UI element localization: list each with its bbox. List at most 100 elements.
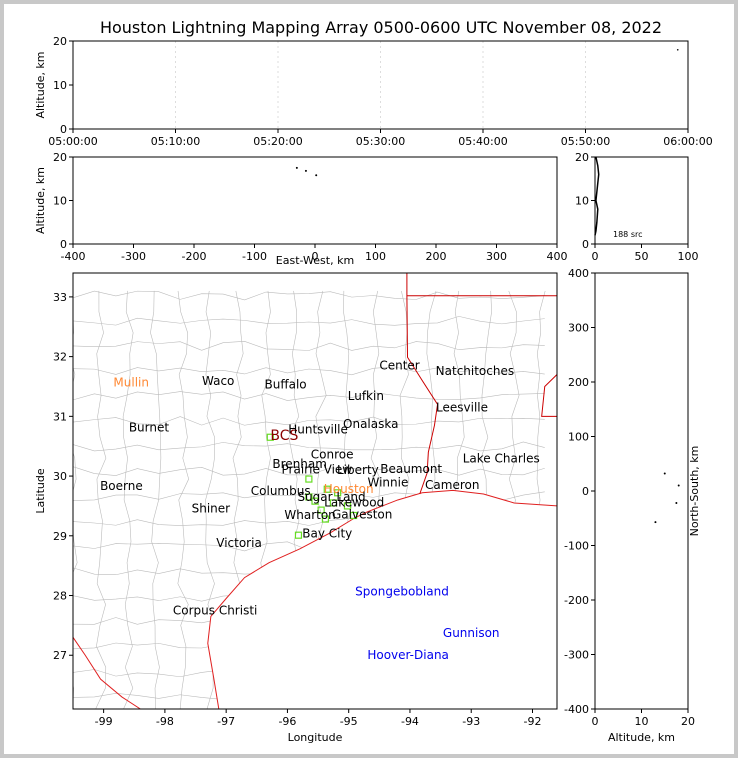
state-border-tx-la: [406, 273, 439, 495]
rio-grande-border: [73, 637, 141, 709]
city-label: Boerne: [100, 479, 143, 493]
plan-ytick-label: 29: [53, 530, 67, 543]
ns-source-point: [663, 472, 666, 475]
lma-figure: Houston Lightning Mapping Array 0500-060…: [34, 18, 713, 744]
county-boundary: [122, 290, 134, 709]
altitude-histogram-panel: 0 50 100 0 10 20 188 src: [575, 151, 699, 263]
ew-xtick-label: -300: [121, 250, 146, 263]
hist-profile-line: [594, 156, 600, 236]
th-xtick-label: 05:00:00: [48, 135, 97, 148]
lma-station-marker: [266, 433, 274, 441]
city-label: Beaumont: [380, 462, 442, 476]
city-label: Lufkin: [348, 389, 384, 403]
ns-ytick-label: 400: [568, 267, 589, 280]
ns-source-point: [675, 501, 678, 504]
plan-ytick-label: 31: [53, 410, 67, 423]
ns-ytick-label: 0: [582, 485, 589, 498]
county-boundary: [73, 441, 545, 452]
plan-xtick-label: -94: [401, 715, 419, 728]
ew-ylabel: Altitude, km: [34, 167, 47, 234]
plan-map-body: Mullin Waco Buffalo Center Natchitoches Lufki…: [73, 273, 557, 709]
ns-xlabel: Altitude, km: [608, 731, 675, 744]
plan-ytick-label: 30: [53, 470, 67, 483]
city-label: Huntsville: [288, 422, 348, 436]
th-ytick-label: 20: [53, 35, 67, 48]
time-height-panel: 05:00:00 05:10:00 05:20:00 05:30:00 05:40:00…: [34, 35, 713, 148]
city-label: Brenham: [272, 457, 327, 471]
plan-ylabel: Latitude: [34, 468, 47, 514]
city-label: Wharton: [284, 508, 335, 522]
hist-ytick-label: 0: [582, 238, 589, 251]
ew-source-point: [295, 166, 298, 169]
plan-view-map-panel: Mullin Waco Buffalo Center Natchitoches Lufki…: [34, 272, 558, 744]
city-label: Victoria: [216, 536, 262, 550]
city-label: Cameron: [425, 478, 479, 492]
city-label: Hoover-Diana: [367, 648, 449, 662]
east-west-height-panel: -400 -300 -200 -100 0 100 200 300 400 0 10 20 Altitu…: [34, 151, 568, 267]
lma-station-marker: [294, 531, 303, 539]
ew-xtick-label: -200: [182, 250, 207, 263]
ns-frame: [594, 272, 689, 710]
city-label: Sugar Land: [297, 490, 365, 504]
city-label: Spongebobland: [355, 584, 449, 598]
lma-station-marker: [349, 511, 358, 520]
city-label: Leesville: [436, 400, 488, 414]
plan-frame: [72, 272, 558, 710]
county-boundary: [73, 290, 545, 301]
ew-xtick-label: -100: [242, 250, 267, 263]
lma-station-marker: [317, 506, 325, 514]
county-boundary: [150, 290, 162, 709]
ew-xlabel: East-West, km: [276, 254, 354, 267]
th-xtick-label: 05:40:00: [458, 135, 507, 148]
th-source-point: [676, 49, 679, 51]
plan-xlabel: Longitude: [288, 731, 343, 744]
ew-xtick-label: 200: [426, 250, 447, 263]
ns-ytick-label: -400: [564, 703, 589, 716]
city-label: Waco: [202, 374, 234, 388]
ew-ytick-label: 20: [53, 151, 67, 164]
city-label: Mullin: [113, 375, 149, 389]
city-label: Burnet: [129, 421, 170, 435]
hist-source-count: 188 src: [613, 230, 643, 239]
ns-ytick-label: -100: [564, 540, 589, 553]
th-ytick-label: 0: [60, 123, 67, 136]
plan-ytick-label: 27: [53, 649, 67, 662]
ns-ytick-label: 200: [568, 376, 589, 389]
ns-ylabel: North-South, km: [688, 446, 701, 537]
figure-title: Houston Lightning Mapping Array 0500-060…: [100, 18, 662, 37]
ns-xtick-label: 20: [681, 715, 695, 728]
city-label: Center: [379, 359, 419, 373]
plan-ytick-label: 32: [53, 351, 67, 364]
county-boundary: [73, 416, 545, 426]
ns-xtick-label: 0: [592, 715, 599, 728]
county-boundary: [73, 366, 545, 376]
th-xtick-label: 05:20:00: [253, 135, 302, 148]
ew-source-point: [304, 169, 307, 172]
city-label: Lake Charles: [463, 452, 540, 466]
lma-station-marker: [321, 515, 330, 523]
city-label: Galveston: [332, 507, 392, 521]
lma-station-marker: [329, 499, 337, 507]
ew-xtick-label: 400: [547, 250, 568, 263]
ew-frame: [72, 156, 558, 245]
plan-xtick-label: -96: [278, 715, 296, 728]
ew-xtick-label: -400: [61, 250, 86, 263]
ew-xtick-label: 0: [312, 250, 319, 263]
plan-ytick-label: 28: [53, 590, 67, 603]
th-xtick-label: 05:30:00: [356, 135, 405, 148]
ns-source-point: [677, 484, 680, 487]
gulf-water: [207, 490, 557, 709]
ew-xtick-label: 100: [365, 250, 386, 263]
ew-ytick-label: 0: [60, 238, 67, 251]
th-frame: [72, 40, 689, 130]
plan-xtick-label: -92: [524, 715, 542, 728]
ns-source-point: [654, 521, 657, 524]
city-label: Winnie: [367, 476, 408, 490]
hist-ytick-label: 20: [575, 151, 589, 164]
city-label: Shiner: [192, 501, 231, 515]
lma-station-marker: [311, 497, 319, 505]
lma-station-marker: [305, 475, 313, 483]
th-xtick-label: 06:00:00: [663, 135, 712, 148]
plan-xtick-label: -99: [95, 715, 113, 728]
city-label: Prairie View: [282, 462, 353, 476]
